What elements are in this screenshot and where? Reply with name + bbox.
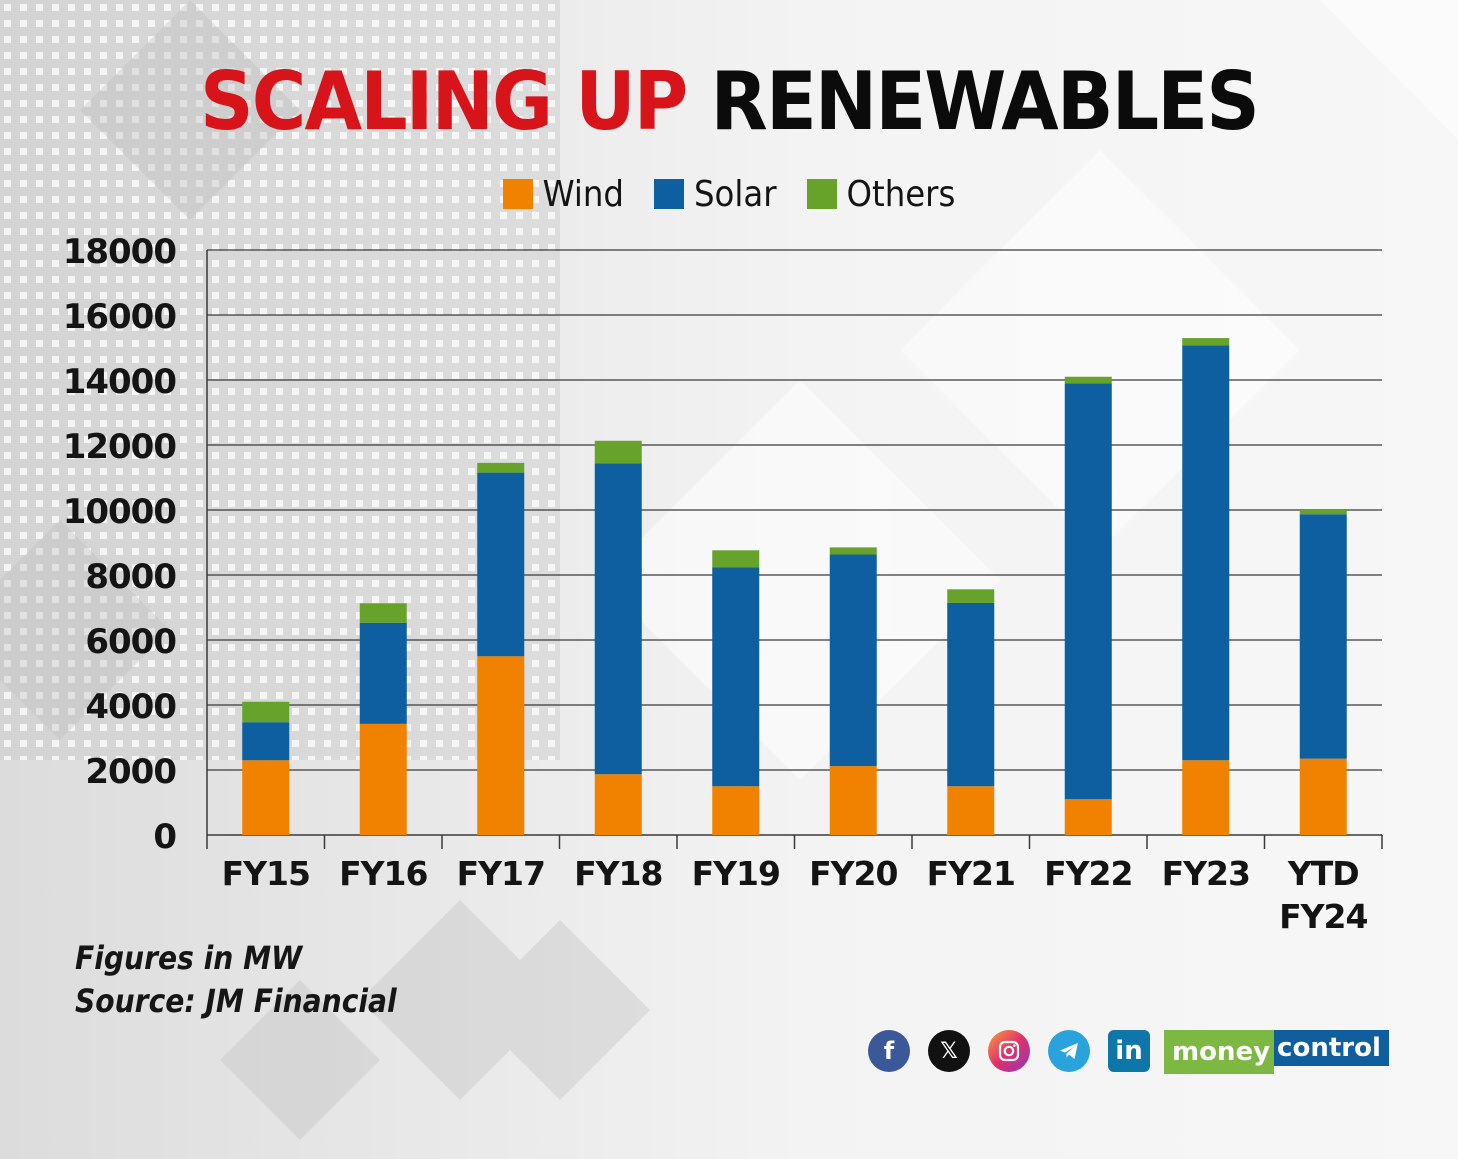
facebook-icon[interactable]: f	[868, 1030, 910, 1072]
bar-wind-fy21	[947, 786, 995, 835]
y-tick-label: 2000	[85, 752, 176, 792]
bar-others-fy22	[1064, 376, 1112, 384]
x-tick-label: FY18	[574, 854, 662, 893]
bar-solar-fy18	[594, 463, 642, 775]
title-rest: RENEWABLES	[710, 55, 1260, 148]
y-tick-label: 0	[153, 817, 176, 857]
linkedin-icon[interactable]: in	[1108, 1030, 1150, 1072]
instagram-glyph	[998, 1040, 1020, 1062]
bar-others-fy17	[477, 462, 525, 473]
bar-solar-fy20	[829, 554, 877, 767]
x-icon[interactable]: 𝕏	[928, 1030, 970, 1072]
x-tick-label: FY16	[339, 854, 427, 893]
y-tick-label: 14000	[63, 362, 177, 402]
bar-others-fy15	[242, 701, 290, 723]
source-note: Source: JM Financial	[75, 982, 397, 1020]
legend-label-solar: Solar	[693, 173, 777, 215]
x-tick-label: YTD	[1287, 854, 1359, 893]
logo-money: money	[1164, 1030, 1275, 1074]
bar-others-fy23	[1182, 338, 1230, 346]
x-tick-label: FY15	[222, 854, 310, 893]
units-note: Figures in MW	[75, 939, 303, 977]
bar-solar-fy22	[1064, 383, 1112, 800]
legend-item-wind: Wind	[502, 173, 624, 215]
x-tick-label: FY17	[457, 854, 545, 893]
x-tick-label: FY19	[692, 854, 780, 893]
telegram-glyph	[1060, 1043, 1078, 1059]
legend-label-others: Others	[846, 173, 956, 215]
bar-others-fy16	[359, 603, 407, 623]
bar-wind-fy16	[359, 723, 407, 835]
y-tick-label: 10000	[63, 492, 177, 532]
y-tick-label: 12000	[63, 427, 177, 467]
x-tick-label: FY24	[1279, 897, 1367, 936]
x-tick-label: FY20	[809, 854, 897, 893]
y-tick-label: 8000	[85, 557, 176, 597]
bar-others-fy21	[947, 589, 995, 603]
y-tick-label: 18000	[63, 232, 177, 272]
bar-wind-fy17	[477, 656, 525, 835]
bar-solar-fy17	[477, 472, 525, 657]
bar-solar-fy19	[712, 567, 760, 787]
bar-wind-fy23	[1182, 760, 1230, 835]
bar-wind-ytd-fy24	[1299, 758, 1347, 835]
legend-item-others: Others	[806, 173, 956, 215]
bar-others-fy20	[829, 547, 877, 555]
telegram-icon[interactable]	[1048, 1030, 1090, 1072]
bar-solar-fy21	[947, 602, 995, 787]
bar-wind-fy18	[594, 774, 642, 835]
bar-wind-fy22	[1064, 799, 1112, 835]
legend-swatch-solar	[653, 179, 684, 209]
social-links: f 𝕏 in	[868, 1030, 1150, 1072]
y-tick-label: 6000	[85, 622, 176, 662]
bar-wind-fy19	[712, 786, 760, 835]
y-tick-label: 4000	[85, 687, 176, 727]
legend-swatch-others	[806, 179, 837, 209]
title-highlight: SCALING UP	[200, 55, 688, 148]
bar-solar-ytd-fy24	[1299, 514, 1347, 759]
logo-control: control	[1274, 1030, 1389, 1066]
x-tick-label: FY22	[1044, 854, 1132, 893]
bar-wind-fy15	[242, 760, 290, 835]
x-tick-label: FY23	[1162, 854, 1250, 893]
chart-title: SCALING UP RENEWABLES	[51, 62, 1407, 142]
legend-swatch-wind	[502, 179, 533, 209]
x-tick-label: FY21	[927, 854, 1015, 893]
bar-wind-fy20	[829, 766, 877, 835]
chart-legend: Wind Solar Others	[0, 172, 1458, 216]
moneycontrol-logo: money control	[1164, 1030, 1389, 1074]
legend-item-solar: Solar	[653, 173, 777, 215]
legend-label-wind: Wind	[542, 173, 624, 215]
bar-solar-fy15	[242, 722, 290, 761]
bar-solar-fy16	[359, 622, 407, 724]
bar-solar-fy23	[1182, 345, 1230, 761]
bar-others-fy18	[594, 440, 642, 464]
bar-others-ytd-fy24	[1299, 510, 1347, 515]
bar-others-fy19	[712, 550, 760, 568]
y-tick-label: 16000	[63, 297, 177, 337]
chart-notes: Figures in MW Source: JM Financial	[75, 937, 397, 1023]
instagram-icon[interactable]	[988, 1030, 1030, 1072]
